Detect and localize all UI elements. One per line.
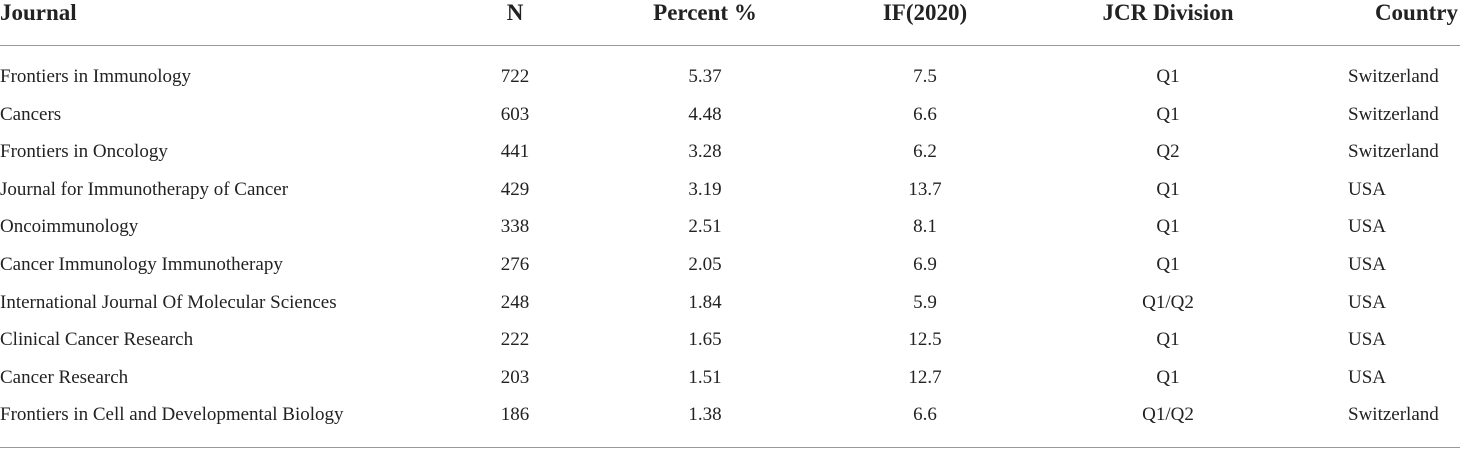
- table-cell: USA: [1348, 216, 1387, 238]
- table-cell: 8.1: [913, 216, 937, 238]
- table-cell: Frontiers in Cell and Developmental Biol…: [0, 404, 344, 426]
- column-header: Journal: [0, 0, 77, 25]
- table-cell: 222: [500, 329, 530, 351]
- table-cell: 5.9: [913, 291, 937, 313]
- table-cell: 722: [500, 66, 530, 87]
- table-cell: Switzerland: [1348, 141, 1439, 163]
- table-cell: 276: [500, 254, 530, 275]
- table-cell: 6.2: [913, 141, 937, 163]
- table-cell: 2.51: [688, 216, 722, 238]
- table-cell: USA: [1348, 329, 1387, 351]
- table-cell: Switzerland: [1348, 404, 1439, 426]
- table-cell: Q1: [1156, 254, 1180, 275]
- table-cell: 338: [500, 216, 530, 238]
- table-cell: 1.38: [688, 404, 722, 426]
- header-rule: [0, 45, 1460, 46]
- table-cell: USA: [1348, 254, 1387, 275]
- table-cell: USA: [1348, 178, 1387, 200]
- table-cell: 6.6: [913, 103, 937, 125]
- table-cell: 441: [500, 141, 530, 163]
- table-cell: 3.19: [688, 178, 722, 200]
- table-cell: 12.7: [908, 366, 942, 388]
- table-cell: Q1: [1156, 216, 1180, 238]
- table-cell: 6.6: [913, 404, 937, 426]
- column-header: JCR Division: [1102, 0, 1234, 25]
- table-cell: Switzerland: [1348, 66, 1439, 87]
- table-cell: 1.51: [688, 366, 722, 388]
- table-cell: Oncoimmunology: [0, 216, 139, 238]
- table-cell: 5.37: [688, 66, 722, 87]
- bottom-rule: [0, 447, 1460, 448]
- table-cell: Clinical Cancer Research: [0, 329, 194, 351]
- column-header: IF(2020): [882, 0, 968, 25]
- table-cell: Cancer Research: [0, 366, 129, 388]
- table-cell: 429: [500, 178, 530, 200]
- table-cell: Q1: [1156, 66, 1180, 87]
- table-cell: 13.7: [908, 178, 942, 200]
- table-cell: Frontiers in Oncology: [0, 141, 168, 163]
- table-cell: Switzerland: [1348, 103, 1439, 125]
- table-cell: Q1/Q2: [1142, 291, 1194, 313]
- table-cell: 1.84: [688, 291, 722, 313]
- table-cell: 1.65: [688, 329, 722, 351]
- table-cell: 248: [500, 291, 530, 313]
- column-header: N: [506, 0, 524, 25]
- table-cell: 2.05: [688, 254, 722, 275]
- table-cell: 7.5: [913, 66, 937, 87]
- table-cell: 603: [500, 103, 530, 125]
- column-header: Country: [1374, 0, 1458, 25]
- table-cell: 203: [500, 366, 530, 388]
- column-header: Percent %: [653, 0, 757, 25]
- table-cell: Q1/Q2: [1142, 404, 1194, 426]
- table-cell: 4.48: [688, 103, 722, 125]
- table-cell: Q1: [1156, 329, 1180, 351]
- table-cell: 12.5: [908, 329, 942, 351]
- table-cell: Journal for Immunotherapy of Cancer: [0, 178, 289, 200]
- table-cell: 3.28: [688, 141, 722, 163]
- table-cell: International Journal Of Molecular Scien…: [0, 291, 337, 313]
- table-cell: Q1: [1156, 103, 1180, 125]
- table-cell: 186: [500, 404, 530, 426]
- table-cell: Cancers: [0, 103, 62, 125]
- table-cell: USA: [1348, 366, 1387, 388]
- table-cell: Frontiers in Immunology: [0, 66, 192, 87]
- table-cell: Q1: [1156, 366, 1180, 388]
- table-cell: Q2: [1156, 141, 1180, 163]
- table-cell: Q1: [1156, 178, 1180, 200]
- table-cell: Cancer Immunology Immunotherapy: [0, 254, 283, 275]
- table-cell: USA: [1348, 291, 1387, 313]
- table-cell: 6.9: [913, 254, 937, 275]
